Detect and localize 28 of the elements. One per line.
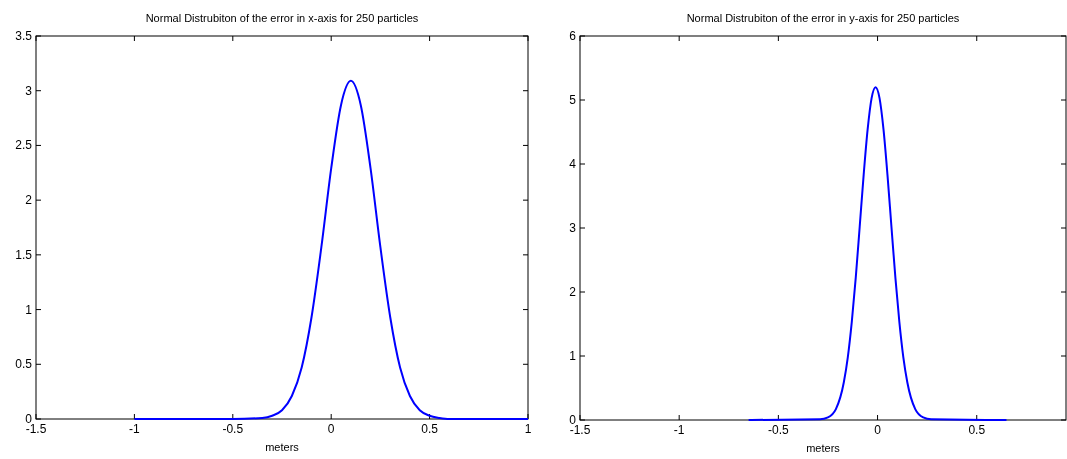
x-tick-label: -1	[129, 422, 141, 436]
y-tick-label: 0.5	[15, 357, 33, 372]
x-axis-title: meters	[265, 441, 300, 453]
y-tick-label: 6	[569, 29, 577, 43]
x-tick-label: 1	[524, 422, 532, 436]
y-tick-label: 3	[569, 221, 577, 235]
y-tick-label: 4	[569, 157, 577, 171]
y-tick-label: 1	[569, 349, 577, 363]
x-tick-label: -0.5	[222, 422, 244, 436]
chart-title: Normal Distrubiton of the error in x-axis for 250 particles	[145, 12, 419, 24]
x-tick-label: 0	[327, 422, 335, 436]
y-tick-label: 3	[25, 83, 33, 98]
chart-title: Normal Distrubiton of the error in y-axis for 250 particles	[686, 12, 960, 24]
x-tick-label: 0	[874, 423, 882, 437]
y-tick-label: 2	[569, 285, 577, 299]
y-tick-label: 2.5	[15, 138, 33, 153]
line-series	[133, 79, 529, 420]
x-axis-title: meters	[806, 442, 841, 454]
x-tick-label: 0.5	[421, 422, 439, 436]
x-tick-label: -0.5	[768, 423, 790, 437]
y-tick-label: 2	[25, 193, 33, 208]
y-tick-label: 1.5	[15, 247, 33, 262]
x-tick-label: -1	[673, 423, 685, 437]
y-tick-label: 3.5	[15, 29, 33, 43]
y-tick-label: 1	[25, 302, 33, 317]
line-series	[747, 86, 1008, 421]
x-tick-label: 0.5	[968, 423, 986, 437]
y-tick-label: 5	[569, 93, 577, 107]
